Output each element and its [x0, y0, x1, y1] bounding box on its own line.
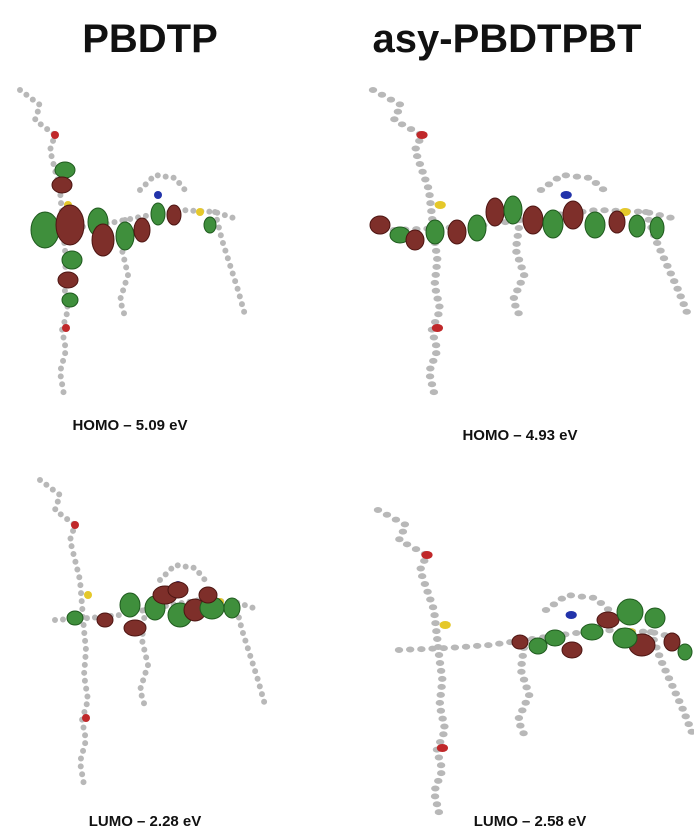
column-title: PBDTP	[82, 17, 218, 61]
orbital-image	[20, 90, 245, 395]
column-title: asy-PBDTPBT	[373, 17, 642, 61]
body: PBDTP asy-PBDTPBT HOMO – 5.09 eV HOMO – …	[0, 0, 694, 834]
molecule	[378, 510, 693, 815]
orbital-label: HOMO – 5.09 eV	[72, 417, 187, 434]
figure: PBDTP asy-PBDTPBT HOMO – 5.09 eV HOMO – …	[0, 0, 694, 834]
orbital-label: LUMO – 2.58 eV	[474, 813, 587, 830]
orbital-label: LUMO – 2.28 eV	[89, 813, 202, 830]
molecule	[40, 480, 265, 785]
page: Frontier orbitals {"columns": [ {"title"…	[0, 0, 694, 834]
orbital-image	[378, 510, 693, 815]
orbital-image	[40, 480, 265, 785]
orbital-image	[370, 90, 688, 395]
orbital-label: HOMO – 4.93 eV	[462, 427, 577, 444]
